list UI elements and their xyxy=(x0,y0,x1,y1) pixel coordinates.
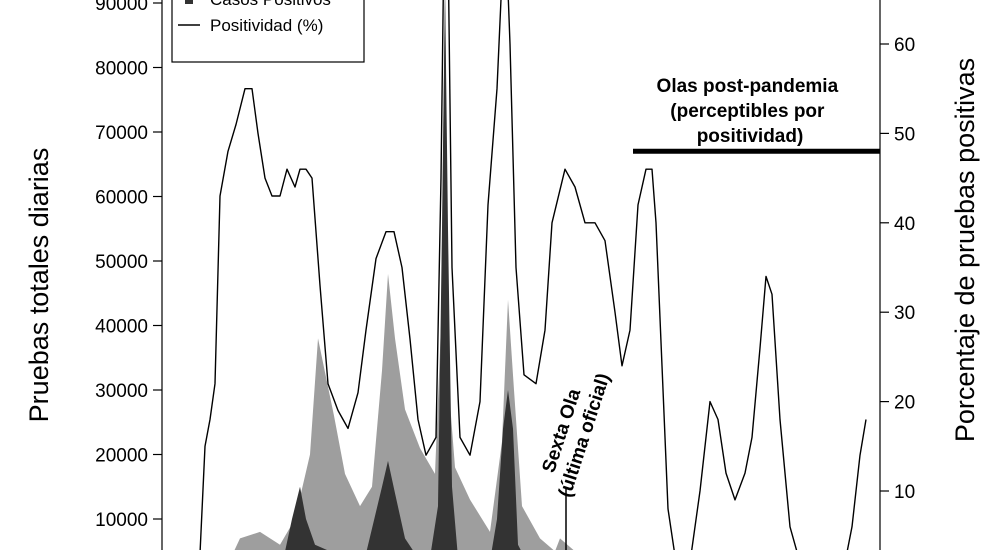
legend-label-positividad: Positividad (%) xyxy=(210,16,323,35)
y-left-tick-label: 80000 xyxy=(95,59,148,80)
y-right-axis-title: Porcentaje de pruebas positivas xyxy=(950,58,980,442)
total-tests-area xyxy=(234,0,574,550)
y-left-tick-label: 60000 xyxy=(95,188,148,209)
y-right-tick-label: 30 xyxy=(894,303,915,324)
y-right-tick-label: 40 xyxy=(894,214,915,235)
y-left-tick-label: 50000 xyxy=(95,252,148,273)
y-left-tick-label: 40000 xyxy=(95,317,148,338)
total-tests-area-layer xyxy=(234,0,574,550)
y-left-tick-label: 70000 xyxy=(95,123,148,144)
y-right-tick-label: 10 xyxy=(894,482,915,503)
y-left-tick-label: 90000 xyxy=(95,0,148,15)
y-left-tick-label: 20000 xyxy=(95,446,148,467)
legend-box xyxy=(171,0,365,63)
positivity-line xyxy=(199,0,867,550)
y-right-tick-label: 50 xyxy=(894,124,915,145)
legend-label-casos: Casos Positivos xyxy=(210,0,331,9)
post-pandemia-line3: positividad) xyxy=(697,126,804,147)
legend: Casos Positivos Positividad (%) xyxy=(171,0,365,63)
legend-marker-casos xyxy=(185,0,193,4)
positivity-line-layer xyxy=(199,0,867,550)
axes: 10000 20000 30000 40000 50000 60000 70000 80000… xyxy=(95,0,915,550)
y-left-tick-label: 30000 xyxy=(95,381,148,402)
y-left-axis-title: Pruebas totales diarias xyxy=(24,148,54,423)
y-right-tick-label: 20 xyxy=(894,393,915,414)
annotations: Sexta Ola (última oficial) Olas post-pan… xyxy=(533,76,880,550)
post-pandemia-line2: (perceptibles por xyxy=(670,101,825,122)
y-right-tick-label: 60 xyxy=(894,35,915,56)
y-left-tick-label: 10000 xyxy=(95,510,148,531)
post-pandemia-label: Olas post-pandemia (perceptibles por pos… xyxy=(657,76,844,147)
post-pandemia-line1: Olas post-pandemia xyxy=(657,76,839,97)
sexta-ola-label: Sexta Ola (última oficial) xyxy=(533,364,615,500)
